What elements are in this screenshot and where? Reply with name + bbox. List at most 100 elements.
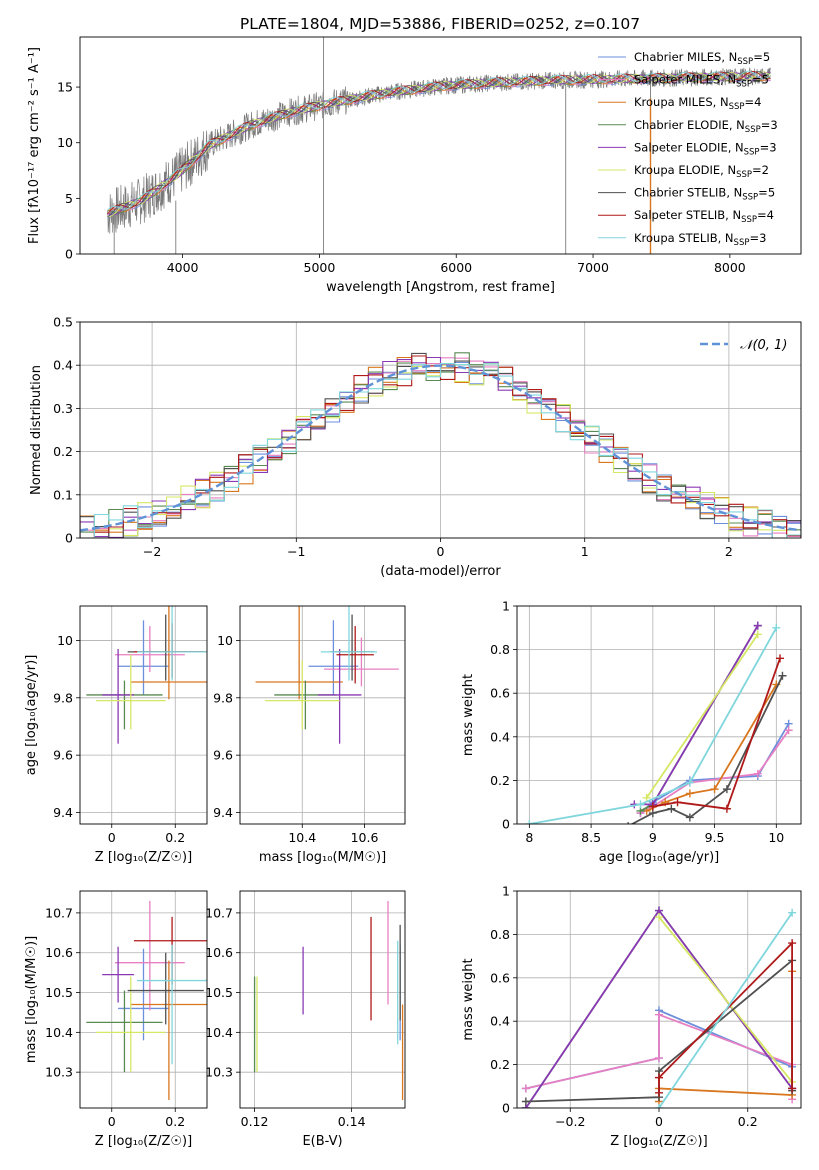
plot-area bbox=[80, 891, 207, 1108]
x-tick-label: 9 bbox=[649, 830, 657, 845]
plot-area bbox=[80, 322, 801, 538]
legend-ssp: SSP bbox=[734, 238, 750, 248]
model-spectrum-salpeter-elodie bbox=[107, 71, 771, 216]
x-tick-label: 4000 bbox=[167, 260, 199, 275]
errorbar-kroupa-stelib bbox=[137, 944, 207, 1065]
legend-nssp: 5 bbox=[762, 73, 769, 87]
weight-line-kroupa-stelib bbox=[655, 908, 797, 1108]
weight-line-kroupa-stelib bbox=[525, 623, 781, 824]
legend-label: Chabrier MILES, NSSP=5 bbox=[634, 50, 770, 67]
y-tick-label: 10.4 bbox=[45, 1025, 73, 1040]
model-spectrum-kroupa-stelib bbox=[107, 70, 771, 211]
weight-line bbox=[630, 675, 784, 824]
legend-ssp: SSP bbox=[744, 147, 760, 157]
observed-spectrum bbox=[107, 67, 771, 234]
errorbar-salpeter-miles bbox=[324, 637, 399, 687]
legend-eq: = bbox=[749, 231, 759, 245]
legend-label: Kroupa STELIB, NSSP=3 bbox=[634, 231, 766, 248]
axes-frame bbox=[79, 36, 802, 255]
y-axis-label: Normed distribution bbox=[29, 365, 44, 495]
panel-weight_vs_age: 8 8.5 9 9.5 10 0 0.2 0.4 0.6 0.8 1 age [log₁₀(age/y… bbox=[461, 599, 802, 865]
weight-marker bbox=[521, 1097, 530, 1106]
weight-line-kroupa-miles bbox=[655, 967, 797, 1106]
legend-model-name: Kroupa ELODIE bbox=[634, 163, 720, 177]
plot-area bbox=[80, 606, 207, 824]
errorbar-salpeter-miles bbox=[114, 900, 185, 1011]
x-axis-label: Z [log₁₀(Z/Z☉)] bbox=[610, 1134, 707, 1149]
y-tick-label: 0.6 bbox=[490, 686, 510, 701]
legend-n: , N bbox=[720, 163, 736, 177]
x-tick-label: 2 bbox=[725, 544, 733, 559]
errorbar-chabrier-stelib bbox=[127, 614, 204, 681]
errorbar-salpeter-stelib bbox=[336, 626, 374, 684]
y-tick-label: 1 bbox=[502, 884, 510, 899]
weight-line bbox=[652, 658, 781, 810]
legend-model-name: Kroupa STELIB bbox=[634, 231, 718, 245]
errorbar-salpeter-miles bbox=[114, 626, 185, 672]
weight-marker bbox=[655, 913, 663, 922]
errorbar-kroupa-miles bbox=[130, 960, 207, 1101]
weight-marker bbox=[753, 630, 762, 639]
weight-marker bbox=[655, 1054, 663, 1063]
x-tick-label: 0 bbox=[108, 1114, 116, 1129]
weight-marker bbox=[655, 1088, 663, 1097]
y-tick-label: 10.7 bbox=[45, 905, 73, 920]
y-tick-label: 10.5 bbox=[205, 985, 233, 1000]
model-spectrum-chabrier-miles bbox=[107, 73, 771, 219]
errorbar-chabrier-miles bbox=[308, 620, 359, 695]
weight-marker bbox=[685, 813, 694, 822]
axes-frame bbox=[79, 605, 208, 825]
y-tick-label: 9.6 bbox=[213, 748, 233, 763]
legend-ssp: SSP bbox=[736, 80, 752, 90]
legend-model-name: Salpeter MILES bbox=[634, 73, 720, 87]
weight-marker bbox=[673, 798, 682, 807]
x-tick-label: −1 bbox=[287, 544, 305, 559]
y-tick-label: 10.3 bbox=[205, 1065, 233, 1080]
y-tick-label: 0 bbox=[502, 1101, 510, 1116]
residual-histogram-kroupa-stelib bbox=[80, 362, 801, 538]
weight-marker bbox=[636, 800, 645, 809]
x-tick-label: 10.6 bbox=[351, 830, 379, 845]
errorbar-chabrier-miles bbox=[118, 620, 169, 695]
y-tick-label: 10.4 bbox=[205, 1025, 233, 1040]
legend-nssp: 3 bbox=[769, 140, 776, 154]
plot-area bbox=[107, 37, 771, 254]
y-tick-label: 0.2 bbox=[53, 444, 73, 459]
legend-ssp: SSP bbox=[742, 193, 758, 203]
legend-nssp: 2 bbox=[762, 163, 769, 177]
model-spectrum-chabrier-elodie bbox=[107, 72, 771, 214]
y-tick-label: 1 bbox=[502, 599, 510, 614]
legend-n: , N bbox=[726, 186, 742, 200]
y-tick-label: 0.8 bbox=[490, 642, 510, 657]
axes-frame bbox=[239, 890, 406, 1109]
panel-residuals: −2 −1 0 1 2 0 0.1 0.2 0.3 0.4 0.5 (data-model)/erro… bbox=[29, 315, 802, 579]
y-tick-label: 0.3 bbox=[53, 401, 73, 416]
plot-area bbox=[240, 891, 405, 1108]
errorbar-chabrier-stelib bbox=[330, 614, 374, 681]
legend-label: Kroupa ELODIE, NSSP=2 bbox=[634, 163, 769, 180]
figure-title: PLATE=1804, MJD=53886, FIBERID=0252, z=0… bbox=[240, 15, 640, 33]
legend-model-name: Kroupa MILES bbox=[634, 95, 713, 109]
legend-n: , N bbox=[720, 73, 736, 87]
x-tick-label: 5000 bbox=[304, 260, 336, 275]
errorbar-chabrier-miles bbox=[118, 948, 169, 1041]
weight-marker bbox=[753, 769, 762, 778]
weight-line bbox=[529, 627, 778, 824]
legend-ssp: SSP bbox=[736, 170, 752, 180]
weight-marker bbox=[627, 822, 629, 824]
legend-nssp: 5 bbox=[768, 186, 775, 200]
legend-model-name: Chabrier MILES bbox=[634, 50, 721, 64]
weight-line bbox=[640, 625, 759, 812]
weight-marker bbox=[753, 621, 762, 630]
y-tick-label: 10.6 bbox=[45, 945, 73, 960]
legend-n: , N bbox=[721, 50, 737, 64]
errorbar-kroupa-elodie bbox=[264, 660, 340, 730]
errorbar-kroupa-stelib bbox=[137, 606, 207, 681]
x-axis-label: wavelength [Angstrom, rest frame] bbox=[326, 280, 555, 295]
x-axis-label: age [log₁₀(age/yr)] bbox=[599, 850, 720, 865]
axes-frame bbox=[239, 605, 406, 825]
errorbar-kroupa-miles bbox=[130, 606, 207, 700]
weight-marker bbox=[525, 820, 534, 824]
legend-label: Salpeter STELIB, NSSP=4 bbox=[634, 208, 774, 225]
